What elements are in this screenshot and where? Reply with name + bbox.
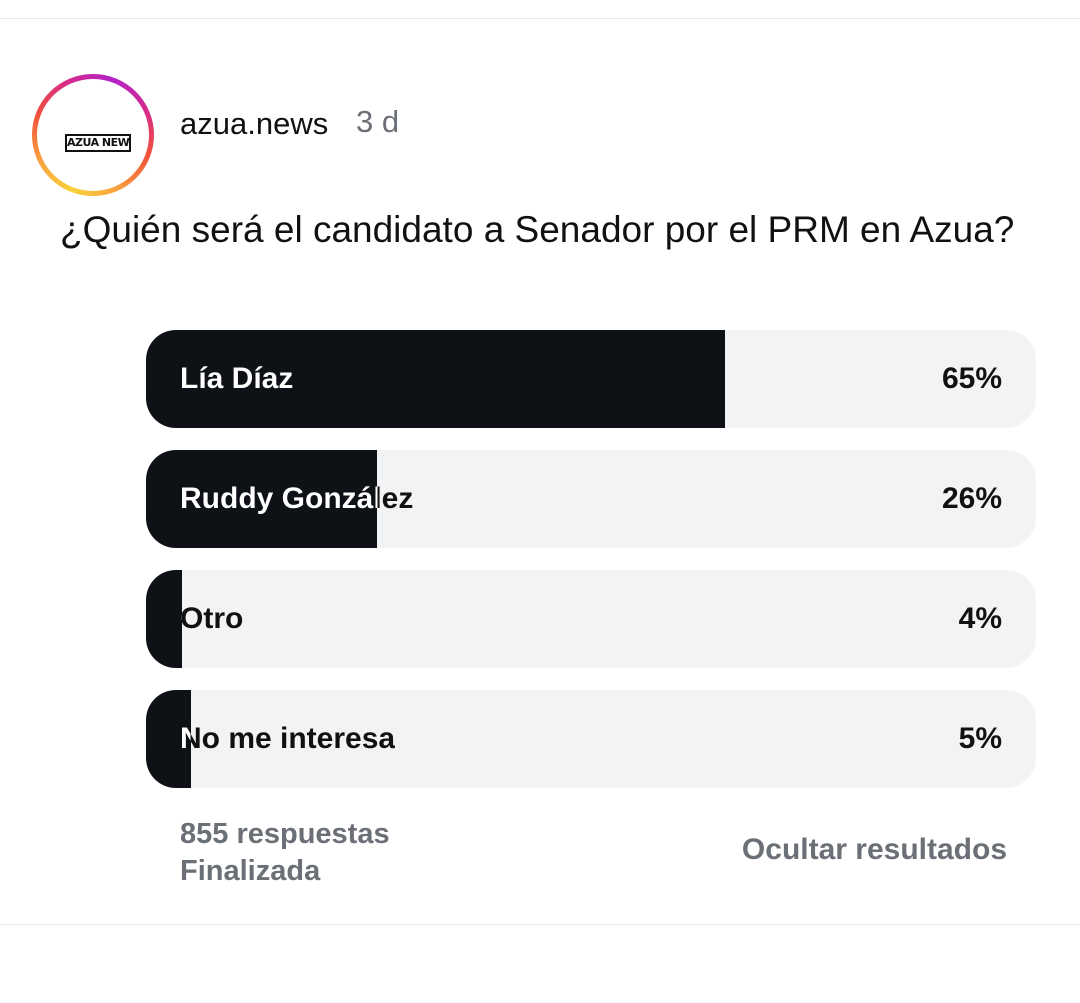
poll-option-fill bbox=[146, 690, 191, 788]
poll-option-3[interactable]: Otro 4% bbox=[146, 570, 1036, 668]
poll-option-percent: 65% bbox=[941, 362, 1002, 395]
poll-option-percent: 5% bbox=[958, 722, 1002, 755]
poll-option-percent: 26% bbox=[941, 482, 1002, 515]
poll-option-2[interactable]: Ruddy González 26% bbox=[146, 450, 1036, 548]
poll-option-label: Ruddy González bbox=[180, 450, 413, 548]
azua-news-logo: AZUA NEWS bbox=[65, 134, 131, 152]
poll-option-label: Otro bbox=[180, 570, 243, 668]
poll-option-label: Lía Díaz bbox=[180, 330, 293, 428]
top-divider bbox=[0, 18, 1080, 19]
hide-results-button[interactable]: Ocultar resultados bbox=[741, 833, 1007, 866]
post-time: 3 d bbox=[356, 104, 400, 139]
poll-status: Finalizada bbox=[180, 855, 321, 887]
poll-option-label: No me interesa bbox=[180, 690, 395, 788]
poll-option-fill bbox=[146, 330, 725, 428]
poll-option-fill bbox=[146, 570, 182, 668]
avatar-inner: AZUA NEWS bbox=[37, 79, 149, 191]
bottom-divider bbox=[0, 924, 1080, 925]
poll-option-fill bbox=[146, 450, 378, 548]
avatar[interactable]: AZUA NEWS bbox=[32, 74, 154, 196]
responses-count: 855 respuestas bbox=[180, 818, 390, 850]
username[interactable]: azua.news bbox=[180, 106, 329, 141]
poll-option-4[interactable]: No me interesa 5% bbox=[146, 690, 1036, 788]
poll-option-1[interactable]: Lía Díaz 65% bbox=[146, 330, 1036, 428]
poll-option-percent: 4% bbox=[958, 602, 1002, 635]
poll-question: ¿Quién será el candidato a Senador por e… bbox=[60, 209, 1015, 250]
poll-footer-info: 855 respuestas Finalizada bbox=[180, 816, 390, 890]
